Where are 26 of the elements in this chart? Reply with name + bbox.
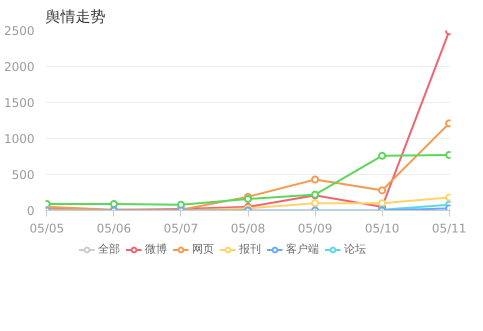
y-tick-label: 500: [12, 168, 34, 182]
point: [110, 200, 118, 208]
x-tick-label: 05/05: [30, 222, 64, 236]
point: [311, 176, 320, 184]
legend-label: 全部: [98, 242, 120, 256]
y-tick-label: 2000: [4, 60, 35, 74]
point: [311, 199, 320, 208]
x-tick-label: 05/09: [298, 222, 332, 236]
y-tick-label: 1500: [4, 96, 35, 110]
y-tick-label: 1000: [4, 132, 35, 146]
legend-label: 论坛: [344, 242, 366, 256]
x-tick-label: 05/11: [432, 222, 466, 236]
x-tick-label: 05/06: [96, 222, 132, 236]
x-tick-label: 05/08: [230, 222, 266, 236]
point: [378, 199, 386, 208]
x-tick-label: 05/10: [364, 222, 400, 236]
y-tick-label: 2500: [4, 24, 35, 38]
point: [378, 152, 386, 160]
x-tick-label: 05/07: [164, 222, 198, 236]
point: [378, 186, 386, 194]
legend-label: 网页: [192, 242, 214, 256]
legend-label: 客户端: [286, 242, 319, 256]
chart-title: 舆情走势: [46, 8, 106, 26]
legend-label: 报刊: [238, 242, 261, 256]
legend-label: 微博: [144, 242, 167, 256]
y-tick-label: 0: [26, 204, 35, 218]
